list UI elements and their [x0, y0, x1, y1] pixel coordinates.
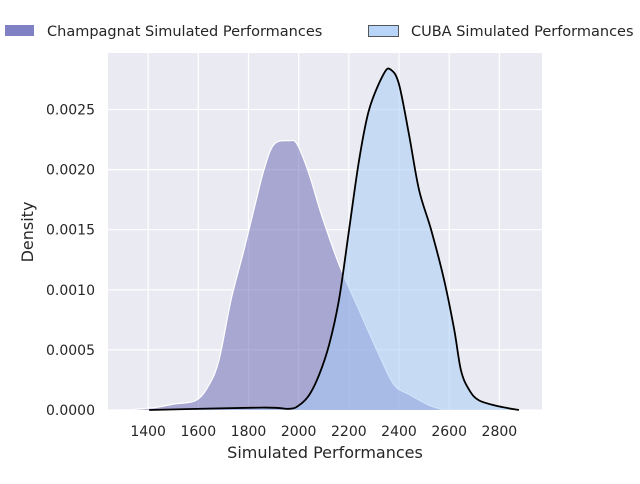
legend-swatch-champagnat: [5, 25, 34, 36]
x-tick-label: 1400: [130, 424, 166, 440]
legend-swatch-cuba: [368, 25, 399, 37]
x-tick-label: 2800: [482, 424, 518, 440]
y-axis-label: Density: [18, 202, 37, 263]
legend: Champagnat Simulated Performances CUBA S…: [5, 24, 634, 40]
density-area-cuba: [149, 68, 519, 410]
x-tick-label: 2200: [331, 424, 367, 440]
y-tick-label: 0.0020: [46, 163, 95, 179]
density-areas: [127, 67, 520, 411]
y-tick-label: 0.0025: [46, 102, 95, 118]
y-tick-labels: 0.0000 0.0005 0.0010 0.0015 0.0020 0.0025: [46, 102, 95, 419]
x-tick-label: 1800: [231, 424, 267, 440]
x-tick-labels: 1400 1600 1800 2000 2200 2400 2600 2800: [130, 424, 517, 440]
x-tick-label: 1600: [180, 424, 216, 440]
y-tick-label: 0.0010: [46, 283, 95, 299]
x-tick-label: 2000: [281, 424, 317, 440]
legend-label-champagnat: Champagnat Simulated Performances: [47, 24, 322, 40]
y-tick-label: 0.0015: [46, 223, 95, 239]
y-tick-label: 0.0000: [46, 403, 95, 419]
y-tick-label: 0.0005: [46, 343, 95, 359]
density-line-cuba: [149, 67, 520, 411]
x-tick-label: 2400: [381, 424, 417, 440]
x-tick-label: 2600: [431, 424, 467, 440]
legend-label-cuba: CUBA Simulated Performances: [411, 24, 634, 40]
x-axis-label: Simulated Performances: [227, 443, 423, 462]
